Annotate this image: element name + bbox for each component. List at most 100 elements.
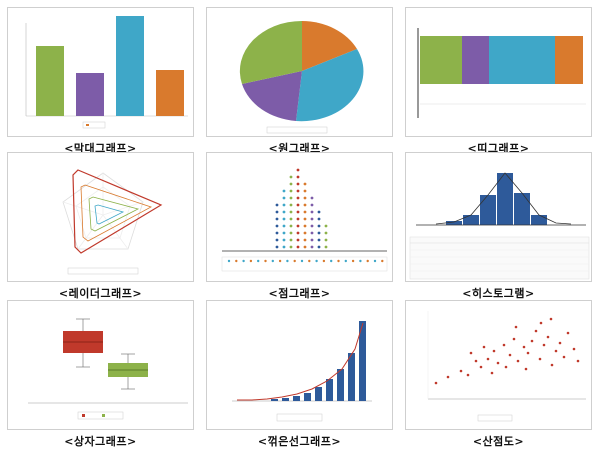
legend-dot xyxy=(286,259,289,263)
caption-band-chart: <띠그래프> xyxy=(467,142,530,155)
histogram-bar xyxy=(514,193,530,225)
bar xyxy=(271,399,278,401)
histogram-bar xyxy=(531,215,547,225)
bar xyxy=(326,379,333,401)
dot-mark xyxy=(289,175,293,179)
scatter-point xyxy=(534,329,538,333)
band-segment xyxy=(420,36,462,84)
scatter-point xyxy=(576,359,580,363)
dot-mark xyxy=(296,189,300,193)
dot-mark xyxy=(296,175,300,179)
pie-slice xyxy=(242,71,302,121)
caption-histogram: <히스토그램> xyxy=(462,287,535,300)
scatter-point xyxy=(434,381,438,385)
dot-mark xyxy=(310,203,314,207)
dot-mark xyxy=(282,210,286,214)
dot-mark xyxy=(303,217,307,221)
legend-dot xyxy=(337,259,340,263)
pie-slice xyxy=(239,20,302,84)
band-segment xyxy=(489,36,555,84)
dot-mark xyxy=(275,238,279,242)
line-chart-tile xyxy=(206,300,393,430)
legend-dot xyxy=(227,259,231,263)
caption-radar-chart: <레이더그래프> xyxy=(58,287,143,300)
dot-mark xyxy=(310,238,314,242)
caption-bar-chart: <막대그래프> xyxy=(64,142,137,155)
dot-mark xyxy=(310,196,314,200)
dot-mark xyxy=(282,224,286,228)
dot-mark xyxy=(296,210,300,214)
dot-mark xyxy=(275,203,279,207)
scatter-point xyxy=(572,347,576,351)
band-chart-tile xyxy=(405,7,592,137)
scatter-point xyxy=(512,337,516,341)
legend-dot xyxy=(264,259,267,263)
legend-dot xyxy=(278,259,282,263)
dot-mark xyxy=(296,231,300,235)
scatter-point xyxy=(524,367,528,371)
scatter-point xyxy=(522,345,526,349)
dot-mark xyxy=(275,210,279,214)
legend-dot xyxy=(235,259,238,263)
dot-chart-tile xyxy=(206,152,393,282)
dot-mark xyxy=(317,210,321,214)
dot-mark xyxy=(324,224,328,228)
scatter-point xyxy=(542,343,546,347)
bar xyxy=(76,73,104,116)
dot-mark xyxy=(275,245,279,249)
histogram-bar xyxy=(480,195,496,225)
dot-mark xyxy=(310,245,314,249)
dot-mark xyxy=(282,231,286,235)
bar xyxy=(359,321,366,401)
scatter-point xyxy=(504,365,508,369)
dot-mark xyxy=(324,245,328,249)
scatter-point xyxy=(474,359,478,363)
bar xyxy=(348,353,355,401)
dot-mark xyxy=(282,217,286,221)
dot-mark xyxy=(296,196,300,200)
scatter-point xyxy=(502,343,506,347)
dot-mark xyxy=(289,196,293,200)
scatter-point xyxy=(446,375,450,379)
bar xyxy=(304,393,311,401)
caption-pie-chart: <원그래프> xyxy=(268,142,331,155)
bar-chart-tile xyxy=(7,7,194,137)
bar-chart xyxy=(25,16,188,129)
radar-series xyxy=(94,204,125,225)
legend-dot xyxy=(300,259,304,263)
dot-mark xyxy=(296,245,300,249)
dot-mark xyxy=(282,245,286,249)
dot-mark xyxy=(289,238,293,242)
scatter-point xyxy=(562,355,566,359)
bar xyxy=(315,387,322,401)
bar xyxy=(337,369,344,401)
caption-dot-chart: <점그래프> xyxy=(268,287,331,300)
scatter-point xyxy=(479,365,483,369)
dot-mark xyxy=(296,203,300,207)
dot-mark xyxy=(296,182,300,186)
pie-chart-tile xyxy=(206,7,393,137)
bar xyxy=(116,16,144,116)
pie-chart xyxy=(239,20,364,134)
legend-dot xyxy=(381,259,384,263)
caption-box-plot: <상자그래프> xyxy=(64,435,137,448)
bar xyxy=(282,398,289,401)
radar-series xyxy=(72,169,163,254)
scatter-point xyxy=(558,341,562,345)
caption-scatter-plot: <산점도> xyxy=(472,435,525,448)
dot-mark xyxy=(324,238,328,242)
scatter-point xyxy=(508,353,512,357)
dot-mark xyxy=(282,196,286,200)
legend-dot xyxy=(308,259,311,263)
dot-mark xyxy=(303,203,307,207)
dot-mark xyxy=(303,189,307,193)
legend-dot xyxy=(359,259,362,263)
radar-series xyxy=(88,196,140,232)
scatter-point xyxy=(538,357,542,361)
scatter-point xyxy=(514,325,518,329)
dot-chart xyxy=(221,168,388,272)
dot-mark xyxy=(317,217,321,221)
bar xyxy=(36,46,64,116)
scatter-point xyxy=(482,345,486,349)
scatter-point xyxy=(566,331,570,335)
